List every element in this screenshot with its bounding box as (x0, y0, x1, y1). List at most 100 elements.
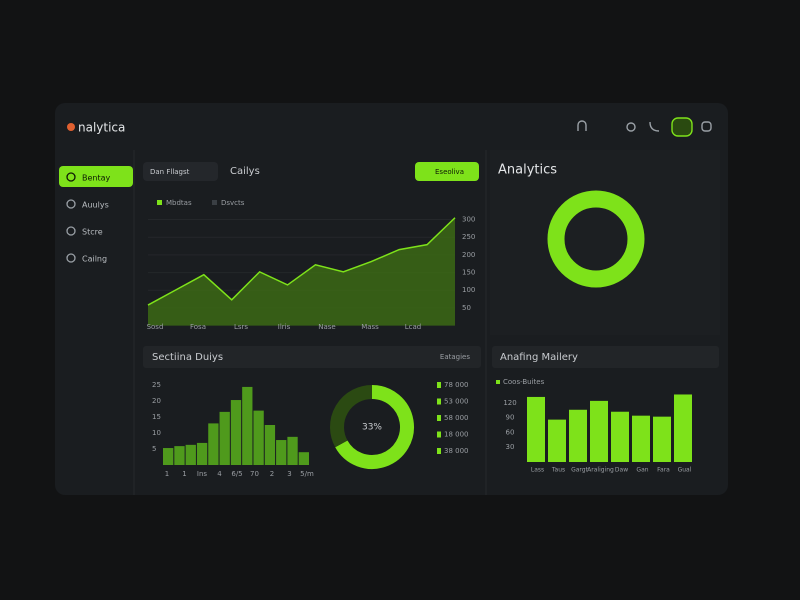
bar (174, 446, 185, 465)
donut-segment (330, 385, 373, 448)
donut-segment (335, 385, 414, 469)
x-tick-label: Lass (531, 467, 544, 474)
x-tick-label: Ilris (278, 323, 291, 331)
section-header (143, 346, 481, 368)
legend-swatch (437, 382, 441, 388)
legend-label: 58 000 (444, 414, 469, 422)
nav-icon (66, 172, 76, 182)
nav-item[interactable]: Stcre (82, 228, 103, 237)
nav-icon (66, 226, 76, 236)
x-tick-label: Fosa (190, 323, 206, 331)
bar (230, 400, 242, 465)
y-tick-label: 250 (462, 233, 475, 241)
y-tick-label: 60 (506, 428, 515, 436)
header-icons (577, 117, 712, 137)
settings-icon[interactable] (701, 121, 712, 132)
legend-swatch (437, 415, 441, 421)
x-tick-label: Gual (678, 467, 692, 474)
y-tick-label: 15 (152, 413, 161, 421)
legend-swatch (437, 398, 441, 405)
bar (653, 416, 671, 462)
sidebar-active[interactable] (59, 166, 133, 187)
analytics-ring (547, 190, 645, 288)
y-tick-label: 10 (152, 429, 161, 437)
x-tick-label: 1 (165, 470, 169, 478)
legend-label: Dsvcts (221, 199, 245, 207)
legend-swatch (437, 431, 441, 438)
bar (527, 396, 545, 462)
x-tick-label: 1 (182, 470, 186, 478)
nav-item[interactable]: Bentay (82, 174, 111, 183)
bar (185, 444, 196, 465)
nav-item[interactable]: Auulys (82, 201, 109, 210)
analytics-title: Analytics (498, 163, 557, 178)
nav-item[interactable]: Cailng (82, 255, 107, 264)
legend-label: 18 000 (444, 431, 469, 439)
panel-title: Cailys (230, 166, 260, 177)
x-tick-label: 4 (217, 470, 222, 478)
y-tick-label: 100 (462, 286, 475, 294)
nav-icon (66, 253, 76, 263)
mailery-legend: Coos-Buites (503, 378, 545, 386)
y-tick-label: 30 (506, 443, 515, 451)
x-tick-label: Sosd (147, 323, 164, 331)
y-tick-label: 200 (462, 251, 475, 259)
bar (590, 400, 608, 462)
button-label[interactable]: Eseoliva (435, 168, 464, 176)
mailery-title: Anafing Mailery (500, 352, 578, 363)
line (147, 217, 456, 306)
dropdown-label[interactable]: Dan Fllagst (150, 168, 190, 176)
bar (276, 440, 287, 465)
y-tick-label: 25 (152, 381, 161, 389)
bar (548, 419, 566, 462)
logo: nalytica (78, 121, 125, 135)
bar (632, 415, 650, 462)
nav-icon (66, 199, 76, 209)
y-tick-label: 50 (462, 304, 471, 312)
bar (674, 394, 692, 462)
x-tick-label: Gan (636, 467, 648, 474)
x-tick-label: 70 (250, 470, 259, 478)
section-link[interactable]: Eatagies (440, 353, 470, 361)
legend-label: 38 000 (444, 447, 469, 455)
x-tick-label: Fara (657, 467, 670, 474)
legend-label: 78 000 (444, 381, 469, 389)
x-tick-label: 5/m (300, 470, 314, 478)
x-tick-label: Gargt (571, 467, 588, 474)
dropdown[interactable] (143, 162, 218, 181)
y-tick-label: 120 (503, 399, 516, 407)
bar (298, 452, 309, 465)
x-tick-label: Nase (318, 323, 335, 331)
bar (242, 386, 253, 465)
section-title: Sectiina Duiys (152, 352, 223, 363)
analytics-panel (490, 150, 720, 335)
legend-label: Mbdtas (166, 199, 192, 207)
x-tick-label: Daw (615, 467, 628, 474)
bar (219, 411, 230, 465)
bar (264, 425, 276, 465)
phone-icon[interactable] (649, 121, 660, 132)
x-tick-label: Ins (197, 470, 208, 478)
y-tick-label: 20 (152, 397, 161, 405)
bar (163, 448, 174, 465)
y-tick-label: 5 (152, 445, 156, 453)
active-icon[interactable] (671, 117, 693, 137)
bell-icon[interactable] (577, 120, 587, 131)
x-tick-label: 2 (270, 470, 274, 478)
legend-swatch (212, 200, 217, 205)
y-tick-label: 150 (462, 269, 475, 277)
bar (196, 442, 208, 465)
y-tick-label: 90 (506, 414, 515, 422)
legend-swatch (157, 200, 162, 205)
bar (611, 411, 629, 462)
mailery-header (492, 346, 719, 368)
x-tick-label: Araliging (587, 467, 614, 474)
x-tick-label: 3 (287, 470, 291, 478)
button[interactable] (415, 162, 479, 181)
legend-label: 53 000 (444, 398, 469, 406)
search-icon[interactable] (626, 122, 636, 132)
x-tick-label: Mass (361, 323, 379, 331)
x-tick-label: Lsrs (234, 323, 248, 331)
logo-icon (67, 123, 75, 131)
